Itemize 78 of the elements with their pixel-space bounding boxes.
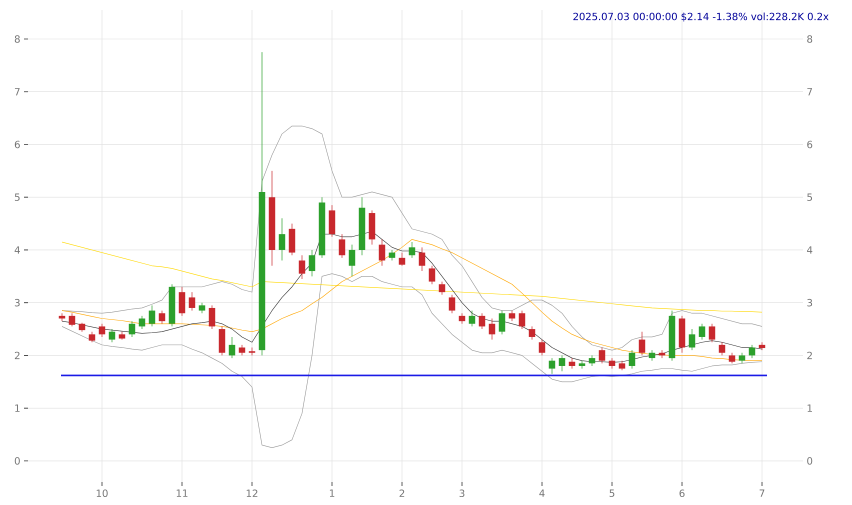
y2-tick-label: 1 xyxy=(808,404,812,412)
candlestick xyxy=(208,304,216,330)
y-tick-label: 4 xyxy=(14,246,20,254)
y2-tick-label: 4 xyxy=(807,246,812,254)
y2-tick-label: 0 xyxy=(807,457,812,465)
candlestick xyxy=(598,347,606,364)
y-tick-label: 0 xyxy=(14,457,20,465)
candlestick xyxy=(748,344,756,358)
candlestick xyxy=(98,323,106,338)
candlestick xyxy=(718,342,726,356)
candlestick xyxy=(468,310,476,327)
chart-title: 2025.07.03 00:00:00 $2.14 -1.38% vol:228.2K 0.2x xyxy=(573,12,829,22)
candlestick xyxy=(378,239,386,266)
candlestick xyxy=(188,292,196,311)
candlestick xyxy=(338,234,346,258)
candlestick xyxy=(178,286,186,316)
candlestick xyxy=(288,223,296,256)
candlestick xyxy=(108,328,116,343)
candlestick xyxy=(388,250,396,261)
candlestick xyxy=(128,320,136,338)
candlestick xyxy=(628,350,636,369)
y-tick-label: 5 xyxy=(14,194,20,201)
x-tick-label: 6 xyxy=(680,490,685,498)
candlestick xyxy=(348,244,356,277)
candlestick xyxy=(148,304,156,327)
candlestick xyxy=(428,265,436,285)
candlestick xyxy=(488,318,496,340)
candlestick xyxy=(608,358,616,369)
candlestick xyxy=(438,281,446,296)
y-tick-label: 1 xyxy=(15,404,20,412)
x-tick-label: 12 xyxy=(246,490,258,497)
x-tick-label: 2 xyxy=(400,490,404,497)
y-tick-label: 3 xyxy=(14,298,20,306)
candlestick xyxy=(58,312,66,322)
y-tick-label: 2 xyxy=(14,352,20,360)
candlestick xyxy=(218,326,226,356)
candlestick xyxy=(588,355,596,366)
y2-tick-label: 8 xyxy=(807,35,812,43)
x-tick-label: 10 xyxy=(96,490,108,498)
y2-tick-label: 5 xyxy=(807,194,812,201)
candlestick xyxy=(448,294,456,314)
x-tick-label: 5 xyxy=(610,490,614,497)
candlestick xyxy=(328,204,336,238)
candlestick xyxy=(558,355,566,372)
candlestick xyxy=(248,347,256,356)
candlestick xyxy=(528,326,536,340)
candlestick xyxy=(638,331,646,356)
candlestick xyxy=(228,336,236,358)
candlestick xyxy=(298,254,306,280)
x-tick-label: 3 xyxy=(460,490,464,498)
candlestick xyxy=(238,344,246,356)
y-tick-label: 6 xyxy=(14,140,20,148)
candlestick xyxy=(158,310,166,324)
candlestick xyxy=(138,316,146,330)
x-tick-label: 11 xyxy=(176,490,188,497)
candlestick xyxy=(728,352,736,364)
x-tick-label: 4 xyxy=(539,490,545,497)
y-tick-label: 7 xyxy=(14,88,20,96)
y2-tick-label: 3 xyxy=(807,298,812,306)
candlestick xyxy=(308,250,316,277)
y-tick-label: 8 xyxy=(14,35,20,43)
candlestick xyxy=(548,358,556,374)
candlestick xyxy=(708,323,716,343)
candlestick xyxy=(418,246,426,272)
candlestick xyxy=(498,310,506,335)
y2-tick-label: 6 xyxy=(807,140,812,148)
y2-tick-label: 2 xyxy=(807,352,812,360)
candlestick xyxy=(518,310,526,330)
candlestick xyxy=(278,218,286,261)
x-tick-label: 7 xyxy=(760,490,764,497)
candlestick xyxy=(508,310,516,322)
candlestick xyxy=(478,312,486,330)
candlestick xyxy=(688,328,696,350)
x-tick-label: 1 xyxy=(330,490,334,497)
candlestick xyxy=(698,323,706,340)
candlestick xyxy=(68,312,76,327)
y2-tick-label: 7 xyxy=(807,88,812,96)
candlestick xyxy=(538,339,546,356)
